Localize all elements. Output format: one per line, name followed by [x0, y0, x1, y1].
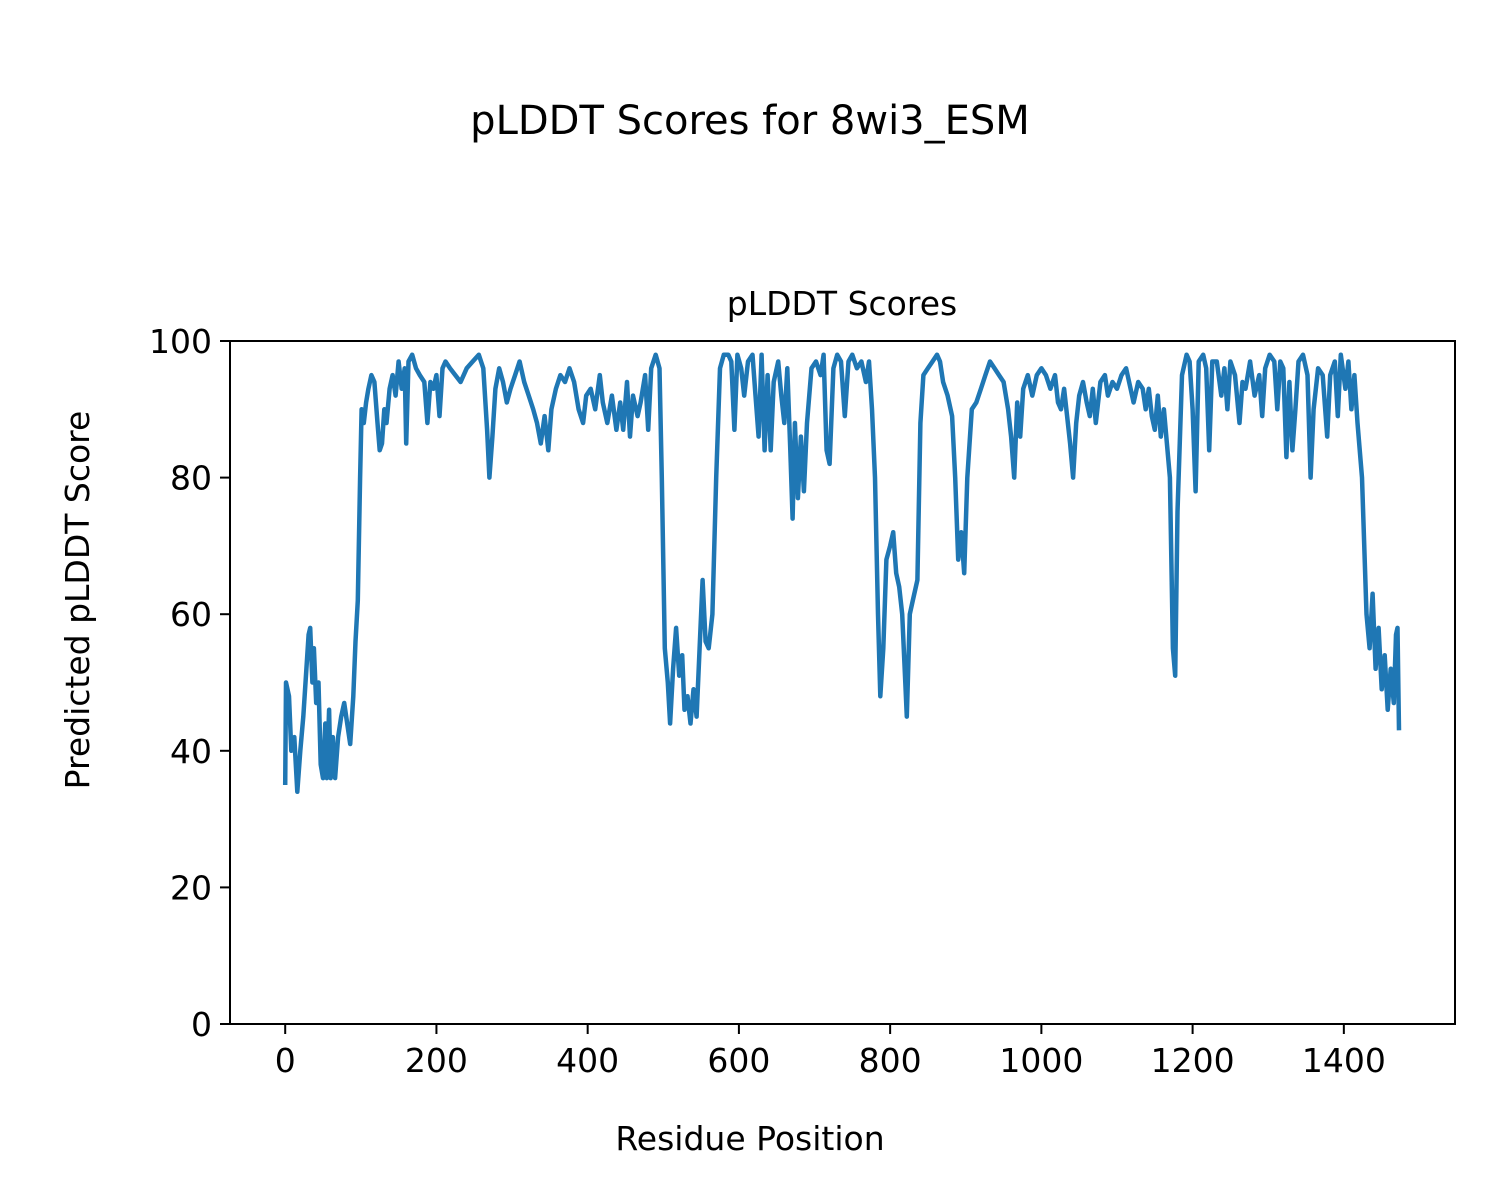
- y-tick-label: 0: [191, 1005, 212, 1044]
- y-tick-label: 80: [170, 459, 212, 498]
- plot-area: [282, 352, 1402, 795]
- x-tick-label: 400: [556, 1041, 619, 1080]
- series-line-plddt: [282, 352, 1402, 795]
- x-tick-label: 800: [859, 1041, 922, 1080]
- axes-frame: [229, 340, 1456, 1025]
- y-tick-label: 20: [170, 868, 212, 907]
- figure-suptitle: pLDDT Scores for 8wi3_ESM: [470, 98, 1030, 144]
- y-axis-label: Predicted pLDDT Score: [58, 411, 97, 790]
- x-tick-label: 1400: [1302, 1041, 1386, 1080]
- axes-title: pLDDT Scores: [727, 284, 957, 323]
- y-tick-label: 40: [170, 732, 212, 771]
- x-tick-label: 200: [405, 1041, 468, 1080]
- x-tick-label: 600: [707, 1041, 770, 1080]
- y-tick-label: 100: [149, 322, 212, 361]
- x-axis-label: Residue Position: [615, 1119, 884, 1158]
- x-tick-label: 1000: [999, 1041, 1083, 1080]
- x-axis-ticks: 0 200 400 600 800 1000 1200 1400: [275, 1024, 1386, 1080]
- x-tick-label: 0: [275, 1041, 296, 1080]
- y-axis-ticks: 0 20 40 60 80 100: [149, 322, 230, 1044]
- x-tick-label: 1200: [1151, 1041, 1235, 1080]
- y-tick-label: 60: [170, 595, 212, 634]
